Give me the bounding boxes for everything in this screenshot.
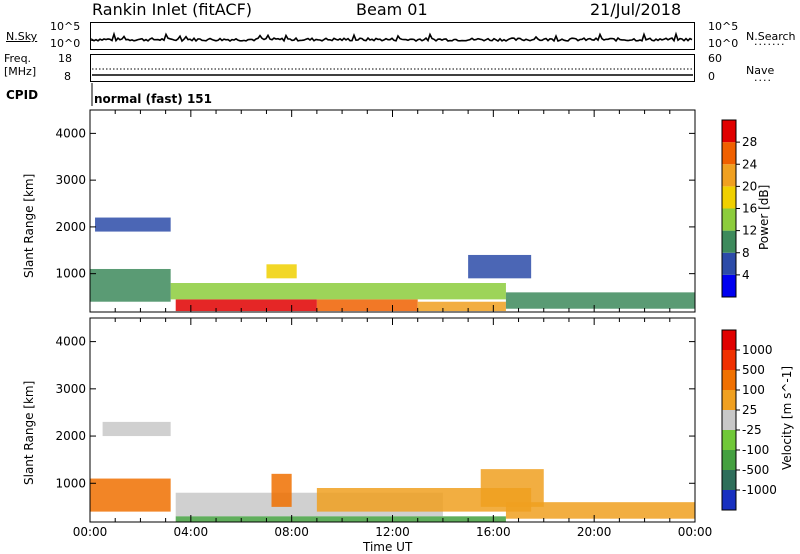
nave-label: Nave — [746, 64, 775, 77]
freq-label-line2: [MHz] — [4, 65, 37, 78]
power-colorbar-segment — [722, 186, 736, 209]
velocity-colorbar-segment — [722, 490, 736, 510]
power-panel-frame — [89, 109, 696, 313]
power-data-block — [505, 292, 695, 309]
cpid-label: CPID — [6, 88, 39, 102]
velocity-colorbar-tick-label: 500 — [742, 363, 765, 377]
velocity-colorbar-segment — [722, 470, 736, 490]
velocity-colorbar-segment — [722, 350, 736, 370]
power-colorbar-segment — [722, 230, 736, 253]
noise-sky-trace — [91, 31, 693, 43]
velocity-colorbar-segment — [722, 390, 736, 410]
nave-label-dots: ···· — [754, 74, 772, 87]
velocity-colorbar-segment — [722, 410, 736, 430]
velocity-colorbar-tick-label: 1000 — [742, 343, 773, 357]
velocity-y-tick-label: 3000 — [55, 382, 86, 396]
velocity-data-block — [175, 516, 506, 522]
power-data-block — [417, 301, 506, 312]
velocity-colorbar-segment — [722, 330, 736, 350]
power-y-tick-label: 2000 — [55, 220, 86, 234]
power-data-block — [266, 264, 297, 279]
power-data-block — [170, 283, 506, 300]
power-colorbar-tick-label: 4 — [742, 268, 750, 282]
noise-left-label: N.Sky — [6, 30, 38, 43]
power-colorbar-tick-label: 16 — [742, 202, 757, 216]
power-colorbar-segment — [722, 164, 736, 187]
noise-right-label: N.Search — [746, 30, 796, 43]
velocity-data-block — [316, 488, 532, 512]
power-colorbar-segment — [722, 252, 736, 275]
velocity-y-tick-label: 2000 — [55, 429, 86, 443]
power-colorbar-tick-label: 24 — [742, 157, 757, 171]
freq-left-tick-bottom: 8 — [64, 70, 71, 83]
velocity-colorbar-tick-label: -1000 — [742, 483, 777, 497]
power-data-block — [316, 299, 418, 312]
power-y-tick-label: 4000 — [55, 126, 86, 140]
power-colorbar-segment — [722, 142, 736, 165]
x-tick-label: 20:00 — [577, 525, 612, 539]
x-tick-label: 08:00 — [274, 525, 309, 539]
velocity-y-tick-label: 1000 — [55, 476, 86, 490]
power-colorbar-segment — [722, 120, 736, 143]
freq-label-line1: Freq. — [4, 52, 32, 65]
power-colorbar-segment — [722, 208, 736, 231]
noise-right-tick-bottom: 10^0 — [708, 37, 739, 50]
velocity-colorbar-segment — [722, 370, 736, 390]
power-colorbar-segment — [722, 274, 736, 297]
beam-title: Beam 01 — [356, 0, 428, 19]
x-tick-label: 12:00 — [375, 525, 410, 539]
freq-left-tick-top: 18 — [58, 52, 72, 65]
power-data-block — [90, 268, 171, 302]
velocity-data-block — [505, 502, 695, 519]
power-colorbar-label: Power [dB] — [757, 184, 771, 250]
velocity-data-block — [480, 469, 544, 507]
velocity-colorbar-tick-label: -500 — [742, 463, 769, 477]
velocity-colorbar-tick-label: -25 — [742, 423, 762, 437]
velocity-data-block — [271, 473, 292, 507]
velocity-colorbar-frame — [721, 329, 737, 511]
power-colorbar-tick-label: 8 — [742, 246, 750, 260]
power-colorbar-tick-label: 28 — [742, 135, 757, 149]
velocity-colorbar-segment — [722, 430, 736, 450]
power-colorbar-tick-label: 12 — [742, 224, 757, 238]
x-tick-label: 00:00 — [678, 525, 713, 539]
velocity-panel-ylabel: Slant Range [km] — [22, 380, 36, 485]
nave-right-tick-bottom: 0 — [708, 70, 715, 83]
noise-right-tick-top: 10^5 — [708, 20, 739, 33]
noise-left-tick-bottom: 10^0 — [50, 37, 81, 50]
noise-panel — [90, 22, 695, 50]
freq-panel — [90, 54, 695, 82]
x-axis-label: Time UT — [363, 540, 413, 554]
velocity-y-tick-label: 4000 — [55, 335, 86, 349]
power-panel-ylabel: Slant Range [km] — [22, 173, 36, 278]
power-y-tick-label: 3000 — [55, 173, 86, 187]
power-y-tick-label: 1000 — [55, 267, 86, 281]
velocity-colorbar-tick-label: 25 — [742, 403, 757, 417]
date-title: 21/Jul/2018 — [590, 0, 682, 19]
cpid-value: normal (fast) 151 — [94, 92, 212, 106]
x-tick-label: 00:00 — [73, 525, 108, 539]
velocity-colorbar-segment — [722, 450, 736, 470]
velocity-colorbar-tick-label: 100 — [742, 383, 765, 397]
station-title: Rankin Inlet (fitACF) — [92, 0, 253, 19]
noise-left-tick-top: 10^5 — [50, 20, 81, 33]
velocity-data-block — [102, 421, 171, 437]
x-tick-label: 16:00 — [476, 525, 511, 539]
velocity-colorbar-label: Velocity [m s^-1] — [780, 365, 794, 470]
velocity-data-block — [90, 478, 171, 512]
power-data-block — [175, 299, 317, 312]
nave-right-tick-top: 60 — [708, 52, 722, 65]
power-data-block — [95, 217, 171, 232]
velocity-colorbar-tick-label: -100 — [742, 443, 769, 457]
power-data-block — [468, 254, 532, 279]
noise-right-label-dots: ······· — [754, 38, 786, 51]
x-tick-label: 04:00 — [174, 525, 209, 539]
power-colorbar-tick-label: 20 — [742, 179, 757, 193]
